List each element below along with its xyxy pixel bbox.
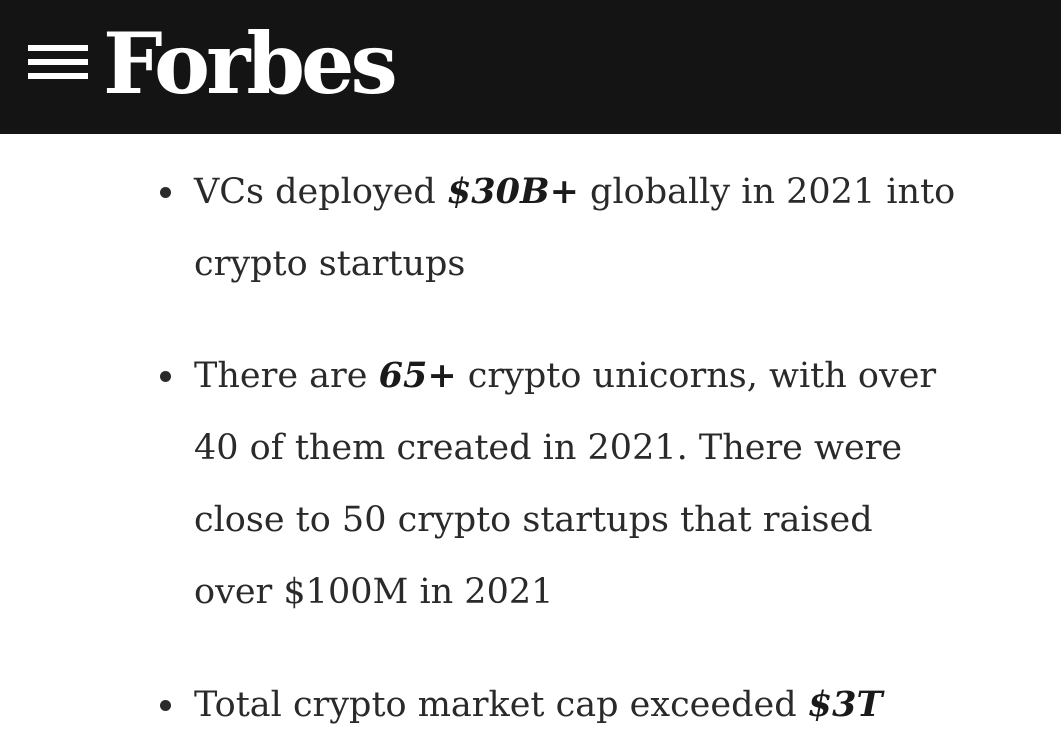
hamburger-menu-icon-bar [28, 59, 88, 65]
hamburger-menu-icon [28, 45, 88, 51]
bullet-dot-icon [160, 700, 171, 711]
bullet-text-before: VCs deployed [194, 172, 447, 212]
forbes-logo[interactable]: Forbes [103, 14, 398, 113]
bullet-highlight: $3T [807, 684, 883, 725]
site-header: Forbes [0, 0, 1061, 134]
list-item: VCs deployed $30B+ globally in 2021 into… [160, 156, 960, 300]
list-item: Total crypto market cap exceeded $3T [160, 669, 960, 741]
bullet-text-before: There are [194, 356, 379, 396]
bullet-text-after: crypto unicorns, with over 40 of them cr… [194, 356, 937, 612]
bullet-text: Total crypto market cap exceeded $3T [194, 669, 960, 741]
article-body: VCs deployed $30B+ globally in 2021 into… [0, 134, 1061, 754]
bullet-text: VCs deployed $30B+ globally in 2021 into… [194, 156, 960, 300]
bullet-dot-icon [160, 371, 171, 382]
bullet-text-before: Total crypto market cap exceeded [194, 685, 808, 725]
bullet-dot-icon [160, 187, 171, 198]
bullet-highlight: 65+ [378, 355, 457, 396]
hamburger-menu-icon-bar [28, 73, 88, 79]
bullet-text-after: globally in 2021 into crypto startups [194, 172, 956, 284]
bullet-text: There are 65+ crypto unicorns, with over… [194, 340, 960, 628]
hamburger-menu-button[interactable] [28, 40, 90, 82]
bullet-highlight: $30B+ [446, 171, 579, 212]
list-item: There are 65+ crypto unicorns, with over… [160, 340, 960, 628]
